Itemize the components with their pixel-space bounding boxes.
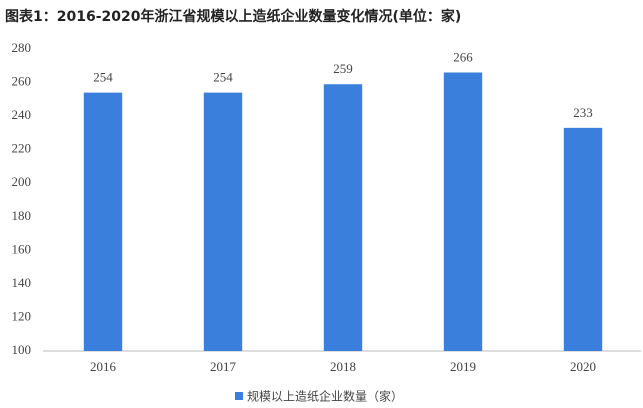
bar — [563, 127, 603, 351]
data-label: 254 — [213, 70, 233, 85]
chart-title: 图表1：2016-2020年浙江省规模以上造纸企业数量变化情况(单位：家) — [5, 8, 461, 25]
y-tick-label: 240 — [12, 107, 32, 122]
y-tick-label: 260 — [12, 74, 32, 89]
y-tick-label: 200 — [12, 174, 32, 189]
bar — [203, 92, 243, 351]
y-tick-label: 160 — [12, 241, 32, 256]
x-tick-label: 2016 — [90, 359, 117, 374]
bar — [83, 92, 123, 351]
y-tick-label: 100 — [12, 342, 32, 357]
x-tick-label: 2020 — [570, 359, 596, 374]
y-tick-label: 180 — [12, 208, 32, 223]
y-tick-label: 120 — [12, 308, 32, 323]
y-tick-label: 140 — [12, 275, 32, 290]
data-label: 266 — [453, 49, 473, 64]
bar — [323, 84, 363, 351]
legend-label: 规模以上造纸企业数量（家） — [247, 389, 403, 404]
x-tick-label: 2018 — [330, 359, 356, 374]
y-tick-label: 220 — [12, 141, 32, 156]
bar — [443, 72, 483, 351]
y-tick-label: 280 — [12, 40, 32, 55]
legend-swatch — [235, 392, 243, 400]
x-tick-label: 2019 — [450, 359, 476, 374]
data-label: 254 — [93, 70, 113, 85]
data-label: 259 — [333, 61, 353, 76]
data-label: 233 — [573, 105, 593, 120]
x-tick-label: 2017 — [210, 359, 237, 374]
